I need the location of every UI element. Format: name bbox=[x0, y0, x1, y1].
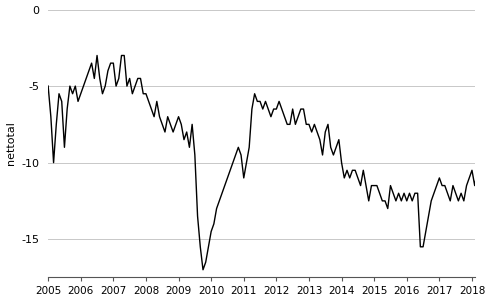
Y-axis label: nettotal: nettotal bbox=[5, 121, 16, 165]
